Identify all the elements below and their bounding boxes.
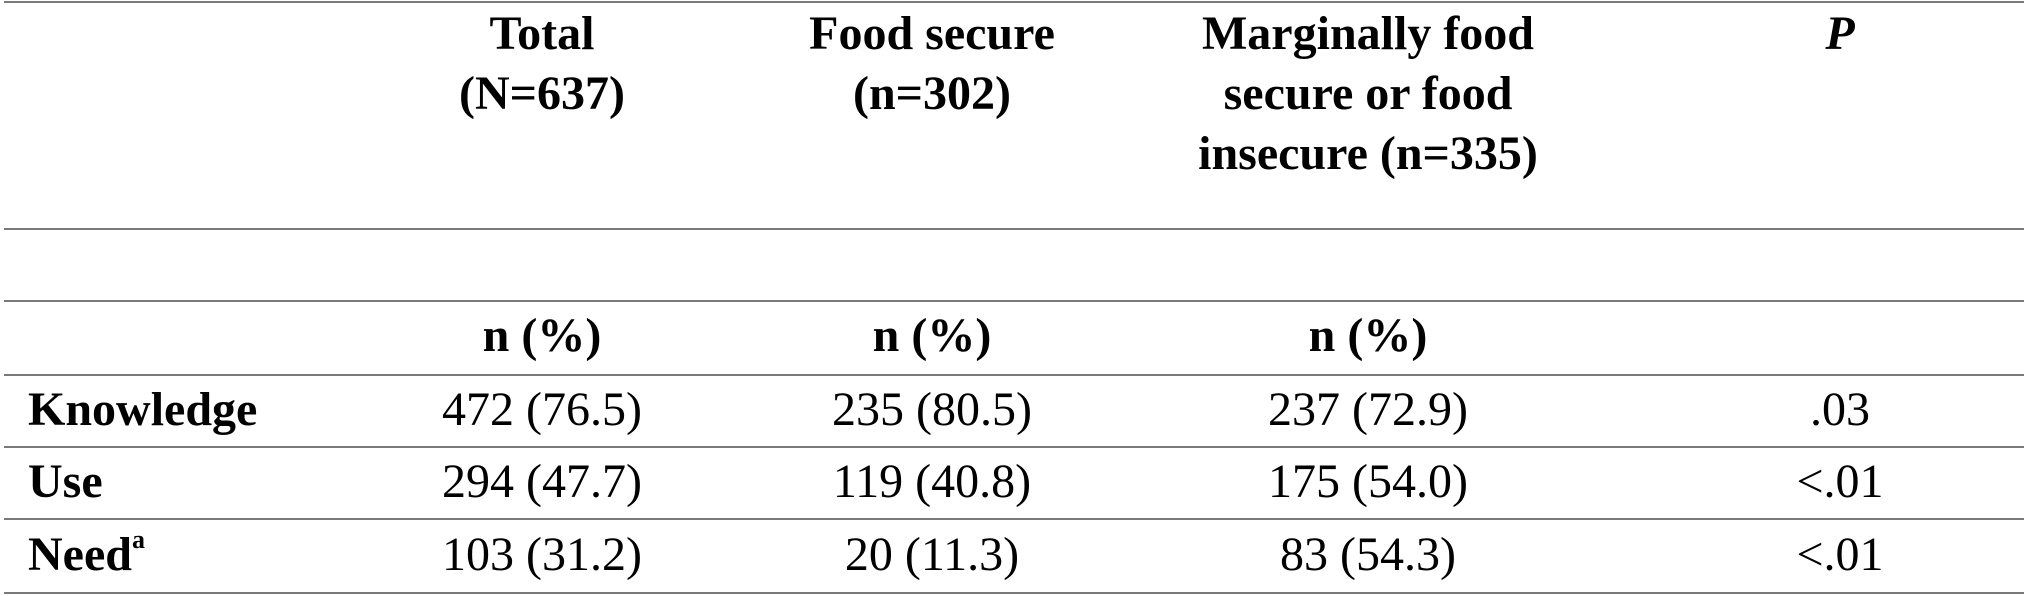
header-food-secure: Food secure (n=302) — [762, 4, 1102, 124]
header-total: Total (N=637) — [372, 4, 712, 124]
header-food-secure-line2: (n=302) — [852, 67, 1011, 120]
header-p-line1: P — [1825, 7, 1855, 60]
table-rule-units-top — [4, 300, 2024, 302]
table-rule-row2-bottom — [4, 518, 2024, 520]
row-label-need: Needa — [28, 525, 145, 585]
units-total: n (%) — [482, 309, 602, 362]
row-label-use: Use — [28, 452, 103, 512]
header-marginal-line3: insecure (n=335) — [1198, 127, 1538, 180]
table-rule-header-bottom — [4, 228, 2024, 230]
cell-use-total: 294 (47.7) — [442, 455, 642, 508]
header-total-line2: (N=637) — [459, 67, 625, 120]
header-marginal-line1: Marginally food — [1202, 7, 1534, 60]
cell-use-food-secure: 119 (40.8) — [832, 455, 1032, 508]
row-label-need-text: Need — [28, 528, 132, 581]
header-p-value: P — [1740, 4, 1940, 64]
header-food-secure-line1: Food secure — [809, 7, 1055, 60]
header-marginally-food-insecure: Marginally food secure or food insecure … — [1148, 4, 1588, 184]
units-food-secure: n (%) — [872, 309, 992, 362]
table-rule-units-bottom — [4, 374, 2024, 376]
cell-need-p: <.01 — [1796, 528, 1884, 581]
row-label-knowledge: Knowledge — [28, 380, 257, 440]
header-total-line1: Total — [489, 7, 595, 60]
cell-need-food-secure: 20 (11.3) — [844, 528, 1020, 581]
cell-need-marginal: 83 (54.3) — [1280, 528, 1456, 581]
cell-need-total: 103 (31.2) — [442, 528, 642, 581]
footnote-marker-a: a — [131, 525, 145, 554]
table-rule-row1-bottom — [4, 446, 2024, 448]
cell-use-p: <.01 — [1796, 455, 1884, 508]
cell-knowledge-marginal: 237 (72.9) — [1268, 383, 1468, 436]
table-rule-bottom — [4, 592, 2024, 594]
cell-knowledge-food-secure: 235 (80.5) — [832, 383, 1032, 436]
cell-knowledge-total: 472 (76.5) — [442, 383, 642, 436]
cell-use-marginal: 175 (54.0) — [1268, 455, 1468, 508]
row-label-use-text: Use — [28, 455, 103, 508]
header-marginal-line2: secure or food — [1223, 67, 1513, 120]
row-label-knowledge-text: Knowledge — [28, 383, 258, 436]
cell-knowledge-p: .03 — [1810, 383, 1870, 436]
units-marginal: n (%) — [1308, 309, 1428, 362]
table-rule-top — [4, 1, 2024, 3]
